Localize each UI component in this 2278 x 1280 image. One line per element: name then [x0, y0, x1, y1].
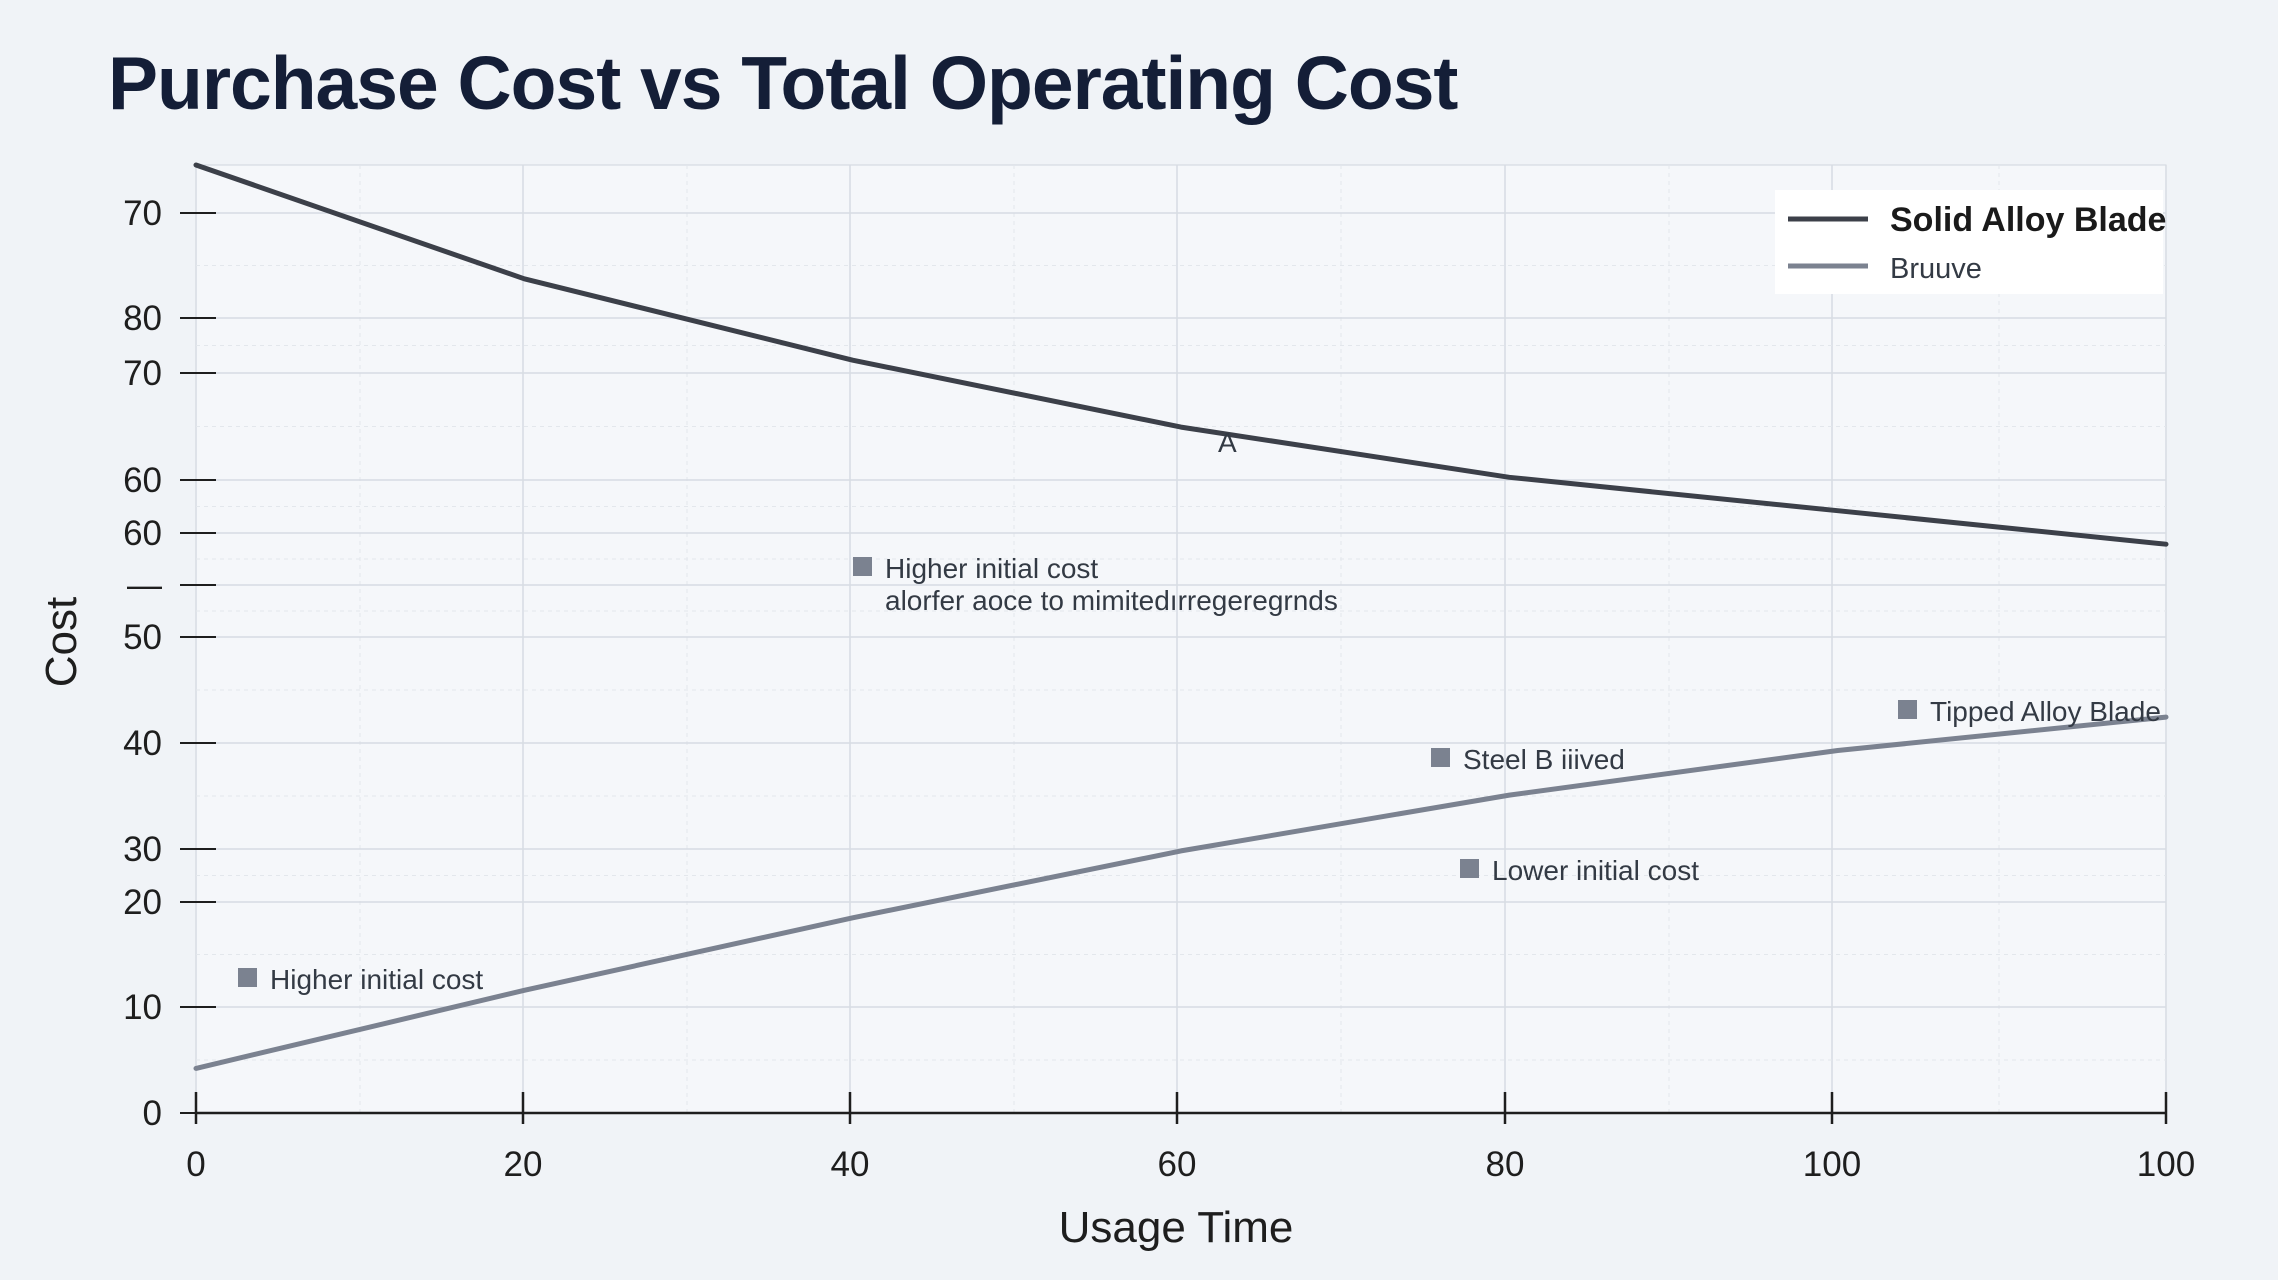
- y-tick-label: 70: [123, 354, 162, 393]
- series-layer: [193, 162, 2169, 1071]
- x-tick-group: 0 20 40 60 80 100 100: [186, 1092, 2195, 1184]
- y-tick-group: 0 10 20 30 40 50 — 60 60 70 80 70: [123, 194, 216, 1133]
- series-point-1: [1836, 749, 1840, 753]
- series-point-0: [1179, 425, 1183, 429]
- x-tick-label: 40: [831, 1145, 870, 1184]
- legend-label-solid-alloy-blade: Solid Alloy Blade: [1890, 201, 2166, 239]
- annotation-label: Steel B iiived: [1463, 744, 1625, 775]
- x-tick-label: 0: [186, 1145, 205, 1184]
- x-axis-title: Usage Time: [1059, 1203, 1294, 1252]
- y-tick-label: 40: [123, 724, 162, 763]
- annotation-label: Higher initial cost: [885, 553, 1098, 584]
- legend-box: [1775, 190, 2163, 294]
- series-point-0: [194, 163, 198, 167]
- x-tick-label: 100: [1803, 1145, 1861, 1184]
- y-tick-label: —: [127, 566, 162, 605]
- y-tick-label: 50: [123, 618, 162, 657]
- annotation-marker: [853, 557, 872, 576]
- annotation-marker: [238, 968, 257, 987]
- y-tick-label: 60: [123, 461, 162, 500]
- x-tick-label: 100: [2137, 1145, 2195, 1184]
- y-tick-label: 60: [123, 514, 162, 553]
- annotation-marker: [1898, 700, 1917, 719]
- annotation-marker: [1431, 748, 1450, 767]
- legend-label-bruuve: Bruuve: [1890, 253, 1982, 285]
- y-tick-label: 30: [123, 830, 162, 869]
- y-tick-label: 20: [123, 883, 162, 922]
- series-point-1: [194, 1066, 198, 1070]
- annotation-label: Lower initial cost: [1492, 855, 1699, 886]
- series-point-1: [1507, 793, 1511, 797]
- y-tick-label: 10: [123, 988, 162, 1027]
- annotation-label: A: [1218, 427, 1237, 458]
- series-point-0: [1507, 475, 1511, 479]
- series-point-1: [522, 988, 526, 992]
- x-tick-label: 80: [1486, 1145, 1525, 1184]
- legend: Solid Alloy Blade Bruuve: [1775, 190, 2166, 294]
- chart-title: Purchase Cost vs Total Operating Cost: [108, 41, 1458, 125]
- plot-area: [195, 164, 2167, 1114]
- series-point-0: [522, 277, 526, 281]
- x-tick-label: 60: [1158, 1145, 1197, 1184]
- annotation-label: Higher initial cost: [270, 964, 483, 995]
- y-tick-label: 80: [123, 299, 162, 338]
- annotation-label: alorfer aoce to mimitedırregeregrnds: [885, 585, 1338, 616]
- x-tick-label: 20: [504, 1145, 543, 1184]
- series-point-0: [1836, 509, 1840, 513]
- series-point-1: [1179, 849, 1183, 853]
- y-tick-label: 70: [123, 194, 162, 233]
- annotation-marker: [1460, 859, 1479, 878]
- y-axis-title: Cost: [37, 597, 86, 687]
- series-point-0: [851, 358, 855, 362]
- series-point-1: [2164, 715, 2168, 719]
- series-point-1: [851, 916, 855, 920]
- series-point-0: [2164, 542, 2168, 546]
- annotation-label: Tipped Alloy Blade: [1930, 696, 2161, 727]
- y-tick-label: 0: [143, 1094, 162, 1133]
